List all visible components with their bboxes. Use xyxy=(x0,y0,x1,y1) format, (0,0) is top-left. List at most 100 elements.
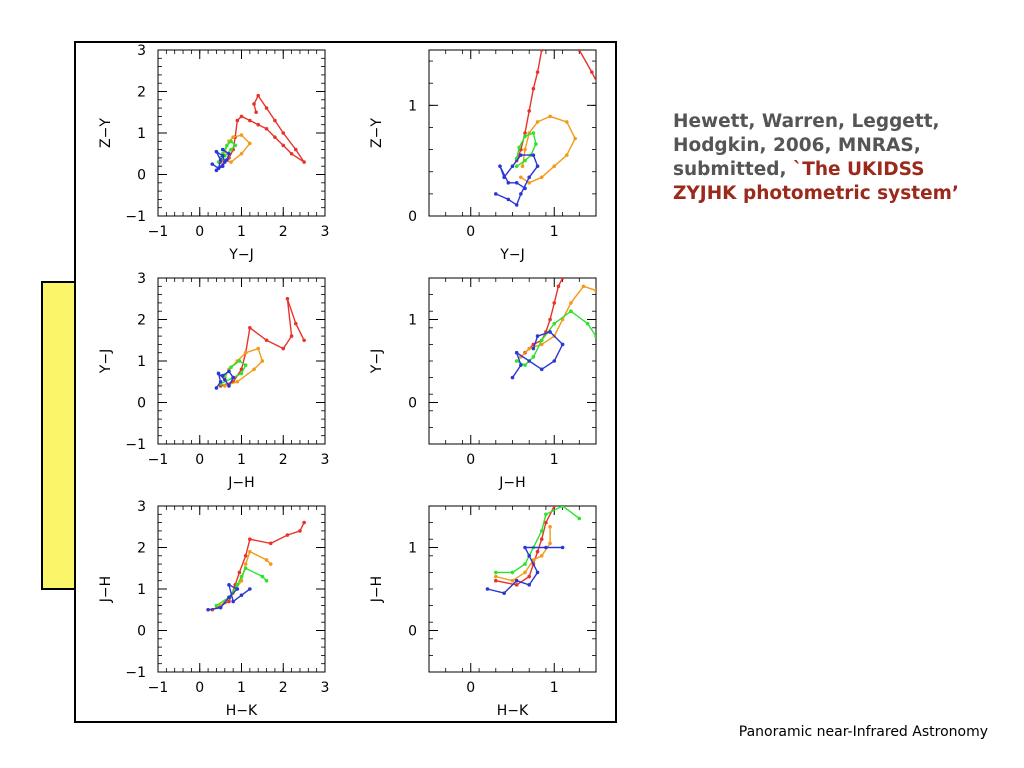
series-line-red xyxy=(578,50,596,82)
data-point-green xyxy=(539,338,544,343)
data-point-orange xyxy=(523,570,527,575)
series-line-orange xyxy=(222,134,251,163)
data-point-blue xyxy=(485,587,490,591)
data-point-blue xyxy=(527,175,531,180)
data-point-orange xyxy=(243,562,248,566)
y-tick-label: 3 xyxy=(137,271,146,287)
data-point-red xyxy=(535,70,540,74)
data-point-blue xyxy=(539,367,544,372)
data-point-green xyxy=(531,131,536,135)
data-point-red xyxy=(302,160,306,164)
data-point-blue xyxy=(514,578,519,583)
data-point-blue xyxy=(210,162,215,166)
series-line-red xyxy=(495,506,555,586)
data-point-blue xyxy=(510,164,515,168)
data-point-green xyxy=(514,359,519,363)
panel-2: 0 1 0 1 Y−J Z−Y xyxy=(369,49,597,263)
x-tick-label: −1 xyxy=(148,224,169,240)
y-tick-label: −1 xyxy=(125,209,146,225)
y-tick-label: 0 xyxy=(137,624,146,640)
data-point-red xyxy=(539,537,544,541)
data-point-blue xyxy=(214,168,219,173)
data-point-green xyxy=(510,570,515,575)
x-axis-label: J−H xyxy=(498,475,525,491)
y-tick-label: 1 xyxy=(408,313,417,329)
series-line-blue xyxy=(511,331,564,378)
data-point-red xyxy=(264,106,269,110)
data-point-blue xyxy=(510,375,515,380)
data-point-blue xyxy=(502,175,506,180)
data-point-orange xyxy=(239,151,244,156)
data-point-blue xyxy=(227,151,231,156)
data-point-red xyxy=(535,549,540,554)
x-tick-label: 2 xyxy=(279,452,288,468)
data-point-green xyxy=(260,574,265,579)
data-point-red xyxy=(494,578,498,583)
x-tick-label: 1 xyxy=(550,224,559,240)
data-point-orange xyxy=(494,574,498,579)
x-tick-label: 1 xyxy=(550,680,559,696)
data-point-orange xyxy=(223,384,227,388)
data-point-red xyxy=(552,301,557,305)
x-tick-label: 3 xyxy=(321,452,330,468)
x-axis-label: Y−J xyxy=(499,247,524,263)
data-point-red xyxy=(273,118,277,123)
data-point-blue xyxy=(220,373,225,378)
data-point-blue xyxy=(527,583,531,587)
x-axis-label: H−K xyxy=(226,703,258,719)
data-point-green xyxy=(239,574,244,579)
data-point-blue xyxy=(544,545,548,550)
citation-authors: Hewett, Warren, Leggett, Hodgkin, 2006, … xyxy=(673,111,940,180)
data-point-red xyxy=(227,599,231,604)
data-point-green xyxy=(585,321,590,326)
data-point-green xyxy=(229,139,233,144)
y-tick-label: 0 xyxy=(137,168,146,184)
data-point-blue xyxy=(494,192,498,196)
data-point-orange xyxy=(268,562,273,566)
data-point-green xyxy=(560,506,565,508)
data-point-green xyxy=(523,134,527,139)
y-axis-label: Y−J xyxy=(98,349,114,374)
data-point-blue xyxy=(206,607,210,612)
data-point-blue xyxy=(218,379,223,384)
data-point-red xyxy=(248,326,252,330)
data-point-orange xyxy=(527,181,531,185)
data-point-blue xyxy=(519,192,523,196)
citation: Hewett, Warren, Leggett, Hodgkin, 2006, … xyxy=(673,110,993,206)
data-point-red xyxy=(560,278,565,280)
y-tick-label: 1 xyxy=(137,582,146,598)
citation-title: `The UKIDSS ZYJHK photometric system’ xyxy=(673,159,959,204)
data-point-blue xyxy=(519,153,523,157)
x-tick-label: 2 xyxy=(279,680,288,696)
data-point-green xyxy=(225,143,229,148)
data-point-orange xyxy=(523,147,527,152)
data-point-orange xyxy=(564,120,569,124)
data-point-green xyxy=(539,529,544,533)
data-point-blue xyxy=(506,181,511,185)
x-tick-label: 1 xyxy=(237,680,246,696)
y-tick-label: 2 xyxy=(137,313,146,329)
y-tick-label: 2 xyxy=(137,541,146,557)
data-point-red xyxy=(285,296,290,301)
data-point-orange xyxy=(519,175,523,180)
data-point-red xyxy=(302,338,306,343)
data-point-green xyxy=(523,562,527,566)
data-point-green xyxy=(594,334,596,338)
data-point-blue xyxy=(523,186,527,191)
data-point-blue xyxy=(227,369,231,374)
data-point-red xyxy=(281,131,286,135)
y-axis-label: Z−Y xyxy=(369,118,385,148)
panel-1: −1 0 1 2 3 −1 0 1 2 3 Y−J Z−Y xyxy=(98,43,329,263)
y-tick-label: 3 xyxy=(137,43,146,59)
data-point-red xyxy=(289,334,294,338)
data-point-orange xyxy=(239,133,244,137)
data-point-blue xyxy=(220,154,225,158)
x-axis-label: H−K xyxy=(497,703,529,719)
data-point-red xyxy=(254,110,258,115)
data-point-green xyxy=(264,578,269,583)
x-tick-label: 0 xyxy=(466,224,475,240)
y-tick-label: 0 xyxy=(408,209,417,225)
y-tick-label: 2 xyxy=(137,85,146,101)
data-point-blue xyxy=(218,158,223,162)
data-point-blue xyxy=(560,545,565,550)
